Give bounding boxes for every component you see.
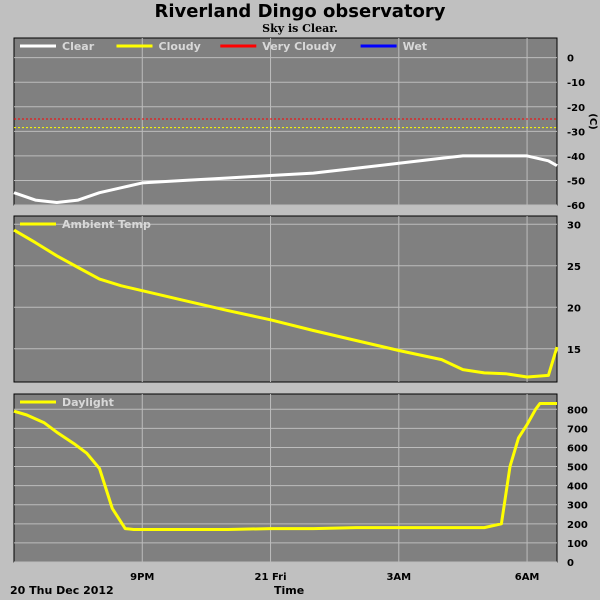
daylight-y-tick-label: 700 <box>567 424 588 435</box>
legend-entry: Clear <box>62 40 95 53</box>
sky-y-tick-label: -40 <box>567 152 585 163</box>
series-line <box>13 402 557 531</box>
daylight-y-tick-label: 0 <box>567 558 574 569</box>
x-tick-label: 21 Fri <box>255 572 287 583</box>
x-tick-label: 3AM <box>386 572 411 583</box>
sky-y-tick-label: -10 <box>567 78 585 89</box>
ambient-y-tick-label: 20 <box>567 303 581 314</box>
daylight-y-tick-label: 800 <box>567 405 588 416</box>
sky-y-tick-label: -20 <box>567 103 585 114</box>
ambient-panel <box>13 215 558 383</box>
legend-entry: Wet <box>403 40 427 53</box>
daylight-y-tick-label: 400 <box>567 482 588 493</box>
daylight-y-tick-label: 300 <box>567 501 588 512</box>
ambient-y-tick-label: 30 <box>567 220 581 231</box>
daylight-y-tick-label: 100 <box>567 539 588 550</box>
sky-y-tick-label: -30 <box>567 127 585 138</box>
legend-entry: Ambient Temp <box>62 218 151 231</box>
ambient-y-tick-label: 15 <box>567 345 581 356</box>
sky-y-tick-label: -50 <box>567 176 585 187</box>
x-axis-label: Time <box>274 584 305 597</box>
sky-panel <box>13 37 558 206</box>
legend-entry: Cloudy <box>159 40 201 53</box>
daylight-y-tick-label: 200 <box>567 520 588 531</box>
daylight-y-tick-label: 500 <box>567 463 588 474</box>
sky-y-tick-label: 0 <box>567 54 574 65</box>
y-axis-label: (C) <box>587 113 598 129</box>
chart-title: Riverland Dingo observatory <box>154 1 446 22</box>
legend-entry: Very Cloudy <box>262 40 336 53</box>
legend-entry: Daylight <box>62 396 114 409</box>
chart-subtitle: Sky is Clear. <box>262 22 338 35</box>
x-tick-label: 6AM <box>515 572 540 583</box>
sky-y-tick-label: -60 <box>567 201 585 212</box>
series-line <box>13 228 559 379</box>
ambient-y-tick-label: 25 <box>567 262 581 273</box>
daylight-y-tick-label: 600 <box>567 443 588 454</box>
series-line <box>13 154 558 204</box>
x-tick-label: 9PM <box>130 572 154 583</box>
date-label: 20 Thu Dec 2012 <box>10 584 114 597</box>
daylight-panel <box>13 393 558 563</box>
